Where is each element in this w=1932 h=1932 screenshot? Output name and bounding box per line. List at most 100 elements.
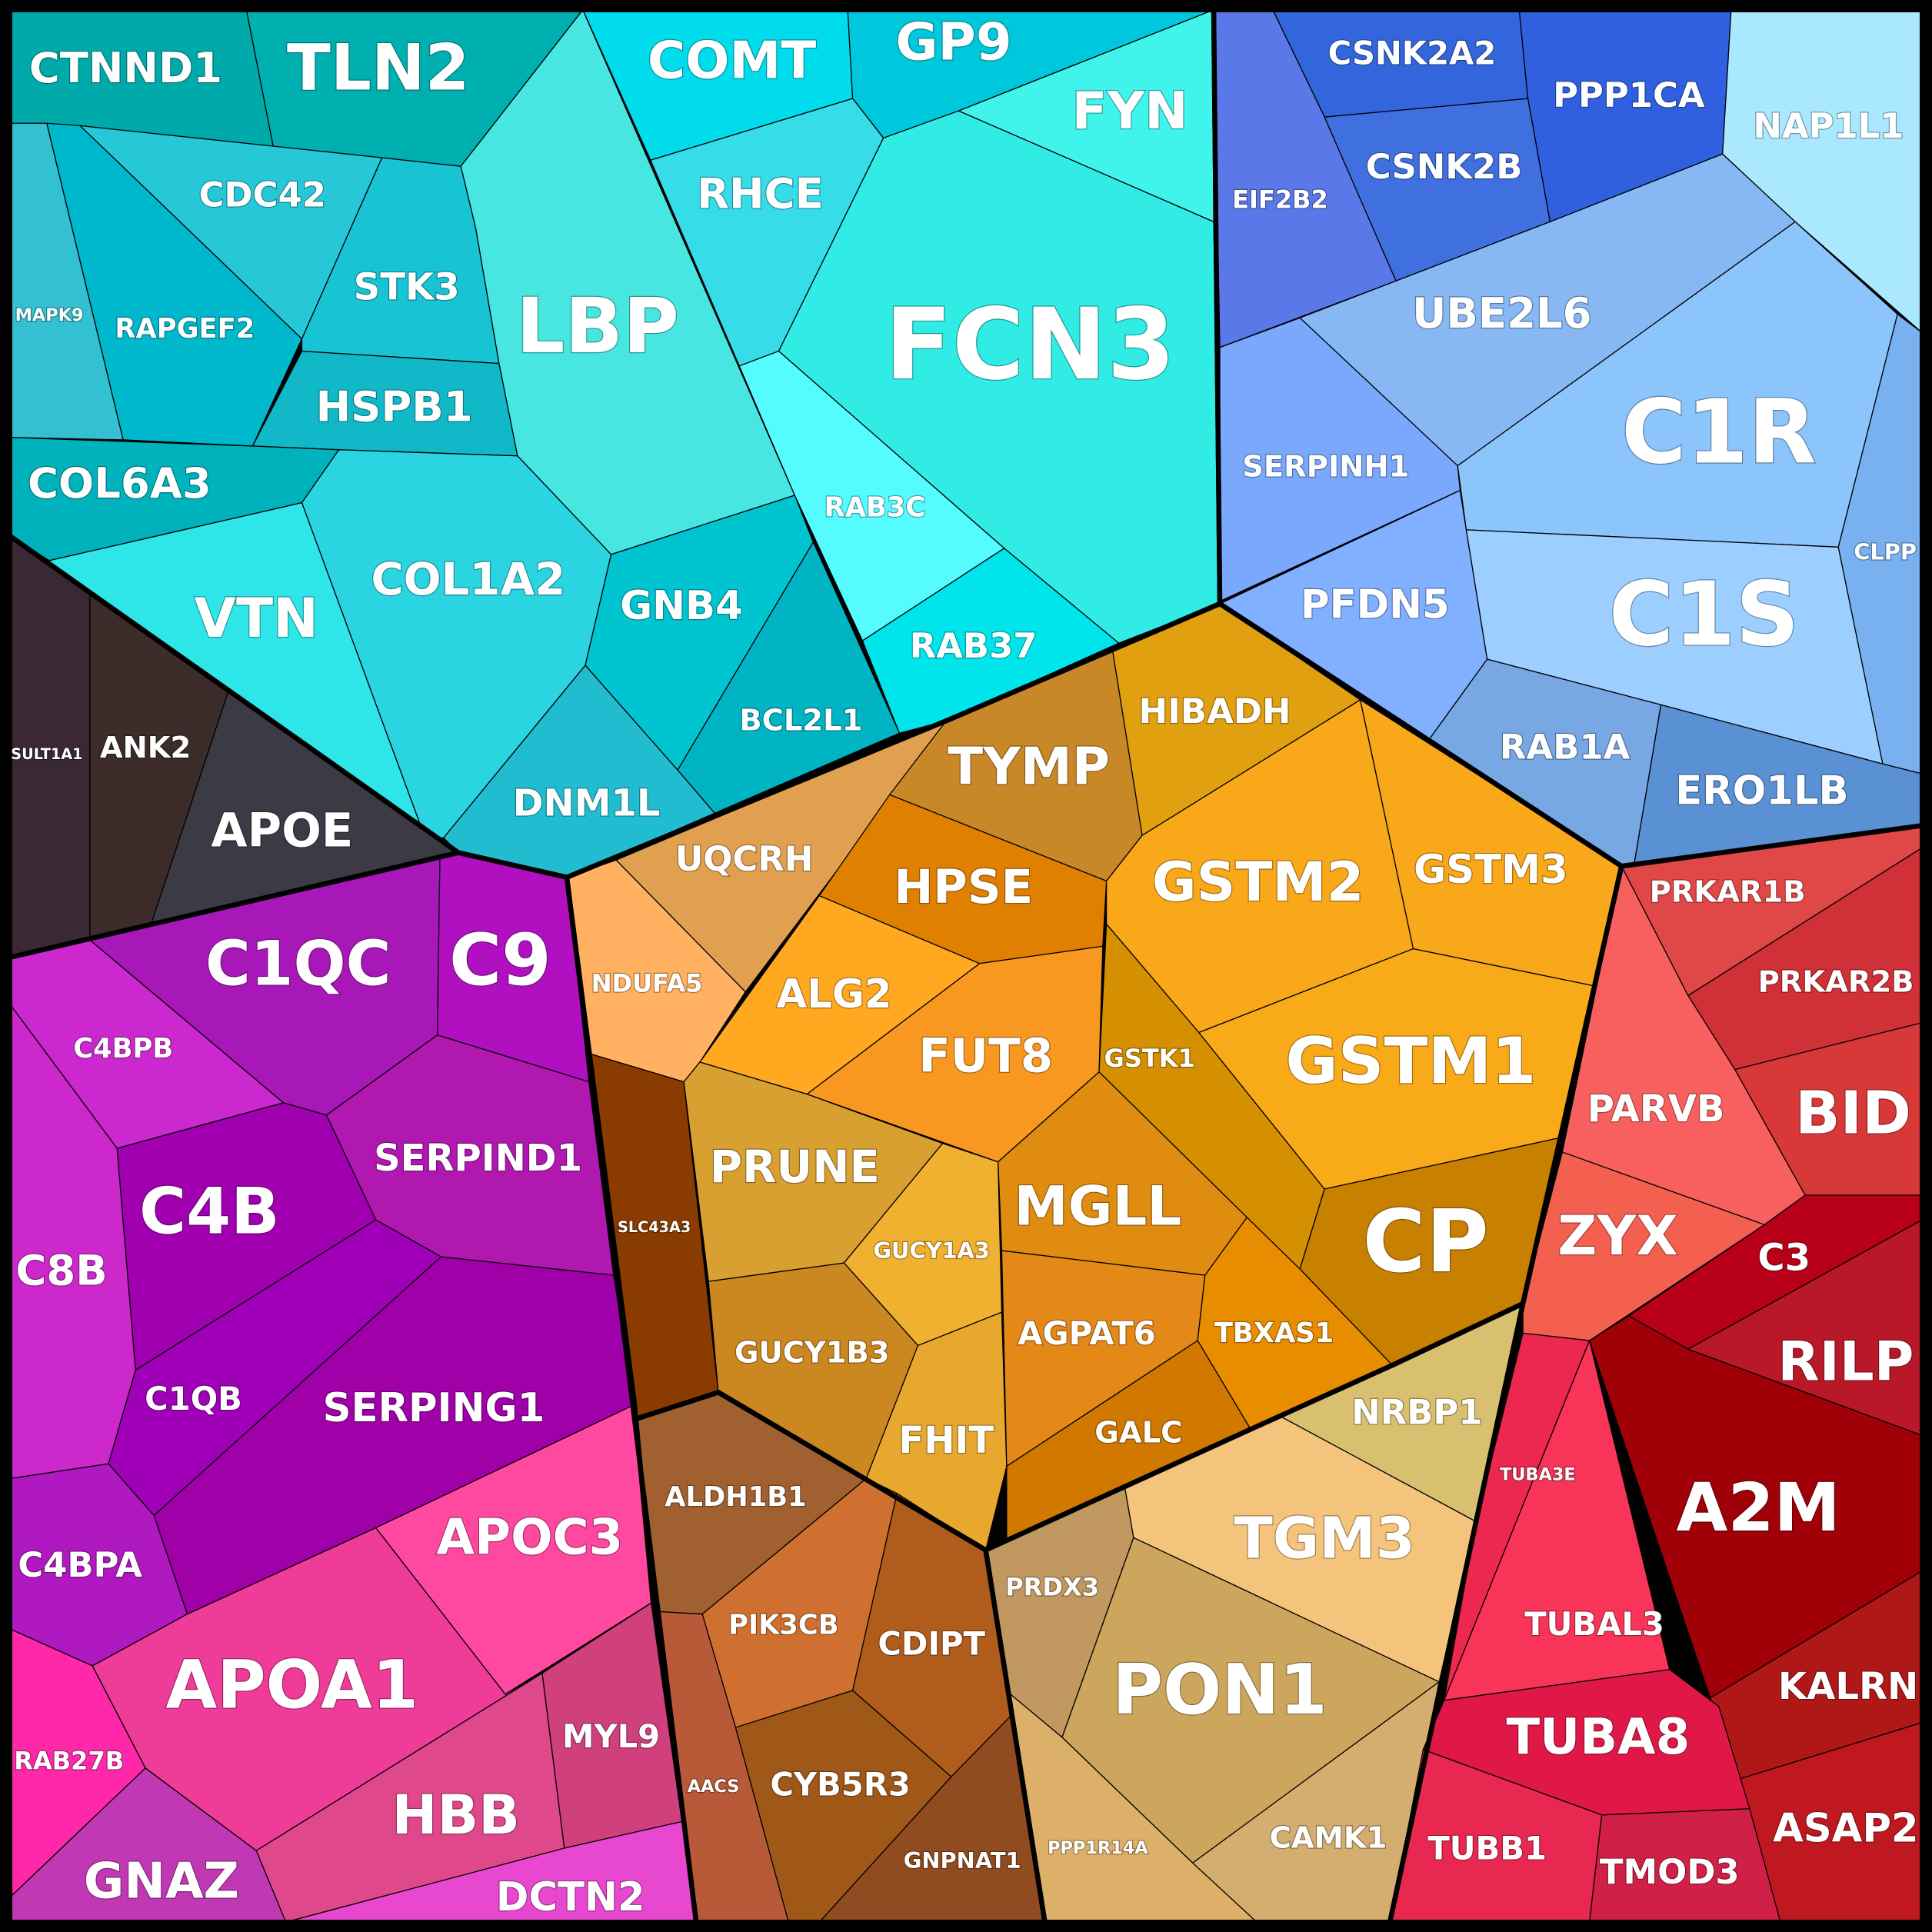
cell-label: MAPK9 (15, 305, 84, 325)
cell-label: A2M (1677, 1470, 1840, 1547)
labels: CTNND1 TLN2 LBP MAPK9 RAPGEF2 CDC42 STK3 HSPB1 C… (10, 11, 1920, 1921)
cell-label: RHCE (697, 169, 824, 218)
cell-label: FUT8 (918, 1028, 1053, 1083)
cell-label: PPP1CA (1553, 75, 1705, 115)
cell-label: GNB4 (620, 583, 743, 629)
cell-label: ALG2 (777, 971, 892, 1018)
cell-label: NDUFA5 (591, 968, 703, 998)
cell-label: GSTM1 (1285, 1024, 1536, 1098)
cell-label: SLC43A3 (618, 1218, 691, 1236)
cell-label: AACS (688, 1777, 740, 1797)
cell-label: RILP (1777, 1330, 1914, 1393)
cell-label: GNPNAT1 (904, 1847, 1021, 1874)
cell-label: KALRN (1778, 1665, 1918, 1708)
cell-label: C4BPA (18, 1544, 142, 1585)
cell-label: TMOD3 (1600, 1851, 1740, 1892)
cell-label: RAPGEF2 (115, 313, 255, 345)
cell-label: UQCRH (675, 838, 814, 879)
cell-label: HIBADH (1139, 691, 1291, 731)
cell-label: TUBA3E (1500, 1465, 1576, 1485)
cell-label: C1S (1609, 563, 1800, 666)
cell-label: C3 (1757, 1237, 1810, 1280)
cell-label: TBXAS1 (1214, 1317, 1334, 1349)
cell-label: FHIT (899, 1419, 994, 1462)
cell-label: PRKAR2B (1758, 964, 1914, 999)
cell-label: UBE2L6 (1412, 288, 1591, 338)
cell-label: ASAP2 (1773, 1805, 1918, 1851)
cell-label: GNAZ (84, 1853, 239, 1910)
cell-label: PPP1R14A (1048, 1838, 1148, 1858)
cells (9, 9, 1923, 1923)
cell-label: CSNK2B (1366, 146, 1523, 187)
cell-label: CTNND1 (29, 43, 222, 92)
cell-label: C9 (449, 918, 551, 1001)
cell-label: NAP1L1 (1753, 105, 1904, 146)
cell-label: MYL9 (562, 1717, 660, 1755)
cell-label: AGPAT6 (1018, 1314, 1155, 1352)
cell-label: ANK2 (100, 731, 191, 765)
cell-label: ERO1LB (1675, 768, 1848, 814)
cell-label: APOE (211, 803, 353, 858)
cell-label: CYB5R3 (770, 1765, 910, 1803)
cell-label: DNM1L (513, 782, 661, 825)
cell-label: GP9 (895, 12, 1011, 72)
cell-label: SULT1A1 (11, 745, 82, 763)
cell-label: C8B (15, 1246, 107, 1295)
cell-label: FYN (1072, 81, 1188, 141)
cell-label: RAB37 (910, 625, 1038, 666)
cell-label: CLPP (1854, 539, 1917, 565)
cell-label: PRUNE (710, 1141, 880, 1193)
cell-label: TUBAL3 (1524, 1605, 1664, 1643)
cell-label: BCL2L1 (739, 704, 862, 738)
cell-label: CDIPT (878, 1625, 985, 1663)
cell-label: FCN3 (884, 288, 1175, 402)
cell-label: TUBB1 (1427, 1830, 1547, 1867)
cell-label: SERPIND1 (374, 1137, 582, 1180)
cell-label: CSNK2A2 (1328, 34, 1497, 72)
cell (865, 1311, 1008, 1551)
cell-label: TLN2 (287, 31, 470, 105)
cell-label: HBB (392, 1784, 520, 1847)
cell-label: C1QC (205, 928, 391, 999)
cell-label: COMT (648, 31, 816, 91)
cell-label: TYMP (948, 736, 1110, 796)
cell-label: LBP (516, 282, 679, 371)
cell-label: VTN (194, 587, 318, 650)
cell-label: PRKAR1B (1650, 874, 1806, 909)
cell-label: RAB3C (824, 492, 926, 524)
frame (5, 5, 1927, 1927)
cell-label: TUBA8 (1506, 1709, 1690, 1766)
cell-label: PON1 (1112, 1651, 1327, 1730)
cell-label: GUCY1A3 (873, 1237, 990, 1264)
cell-label: TGM3 (1234, 1506, 1415, 1571)
cell-label: CAMK1 (1270, 1821, 1387, 1856)
group-outlines (5, 5, 1927, 1927)
cell-label: GSTK1 (1104, 1044, 1195, 1073)
cell-label: GALC (1094, 1416, 1182, 1451)
cell-label: ZYX (1557, 1204, 1677, 1267)
cell-label: HPSE (894, 860, 1033, 914)
cell-label: GSTM3 (1414, 847, 1568, 893)
cell-label: MGLL (1014, 1174, 1182, 1237)
cell-label: APOA1 (165, 1647, 418, 1724)
cell-label: SERPINH1 (1242, 450, 1409, 485)
cell-label: C1QB (145, 1380, 242, 1417)
cell-label: C4B (139, 1174, 280, 1248)
cell-label: PARVB (1587, 1088, 1725, 1131)
cell-label: STK3 (354, 265, 460, 308)
cell-label: CDC42 (199, 175, 326, 215)
cell-label: RAB1A (1500, 726, 1631, 767)
cell-label: BID (1795, 1080, 1911, 1148)
cell-label: GUCY1B3 (734, 1336, 890, 1371)
cell-label: PFDN5 (1301, 582, 1450, 628)
cell-label: GSTM2 (1152, 851, 1364, 914)
cell-label: SERPING1 (323, 1385, 545, 1431)
cell-label: NRBP1 (1351, 1391, 1482, 1432)
cell-label: PIK3CB (728, 1610, 838, 1641)
cell-label: CP (1362, 1192, 1488, 1292)
cell-label: RAB27B (14, 1746, 124, 1775)
cell-label: DCTN2 (496, 1874, 645, 1920)
cell-label: COL1A2 (371, 553, 565, 605)
